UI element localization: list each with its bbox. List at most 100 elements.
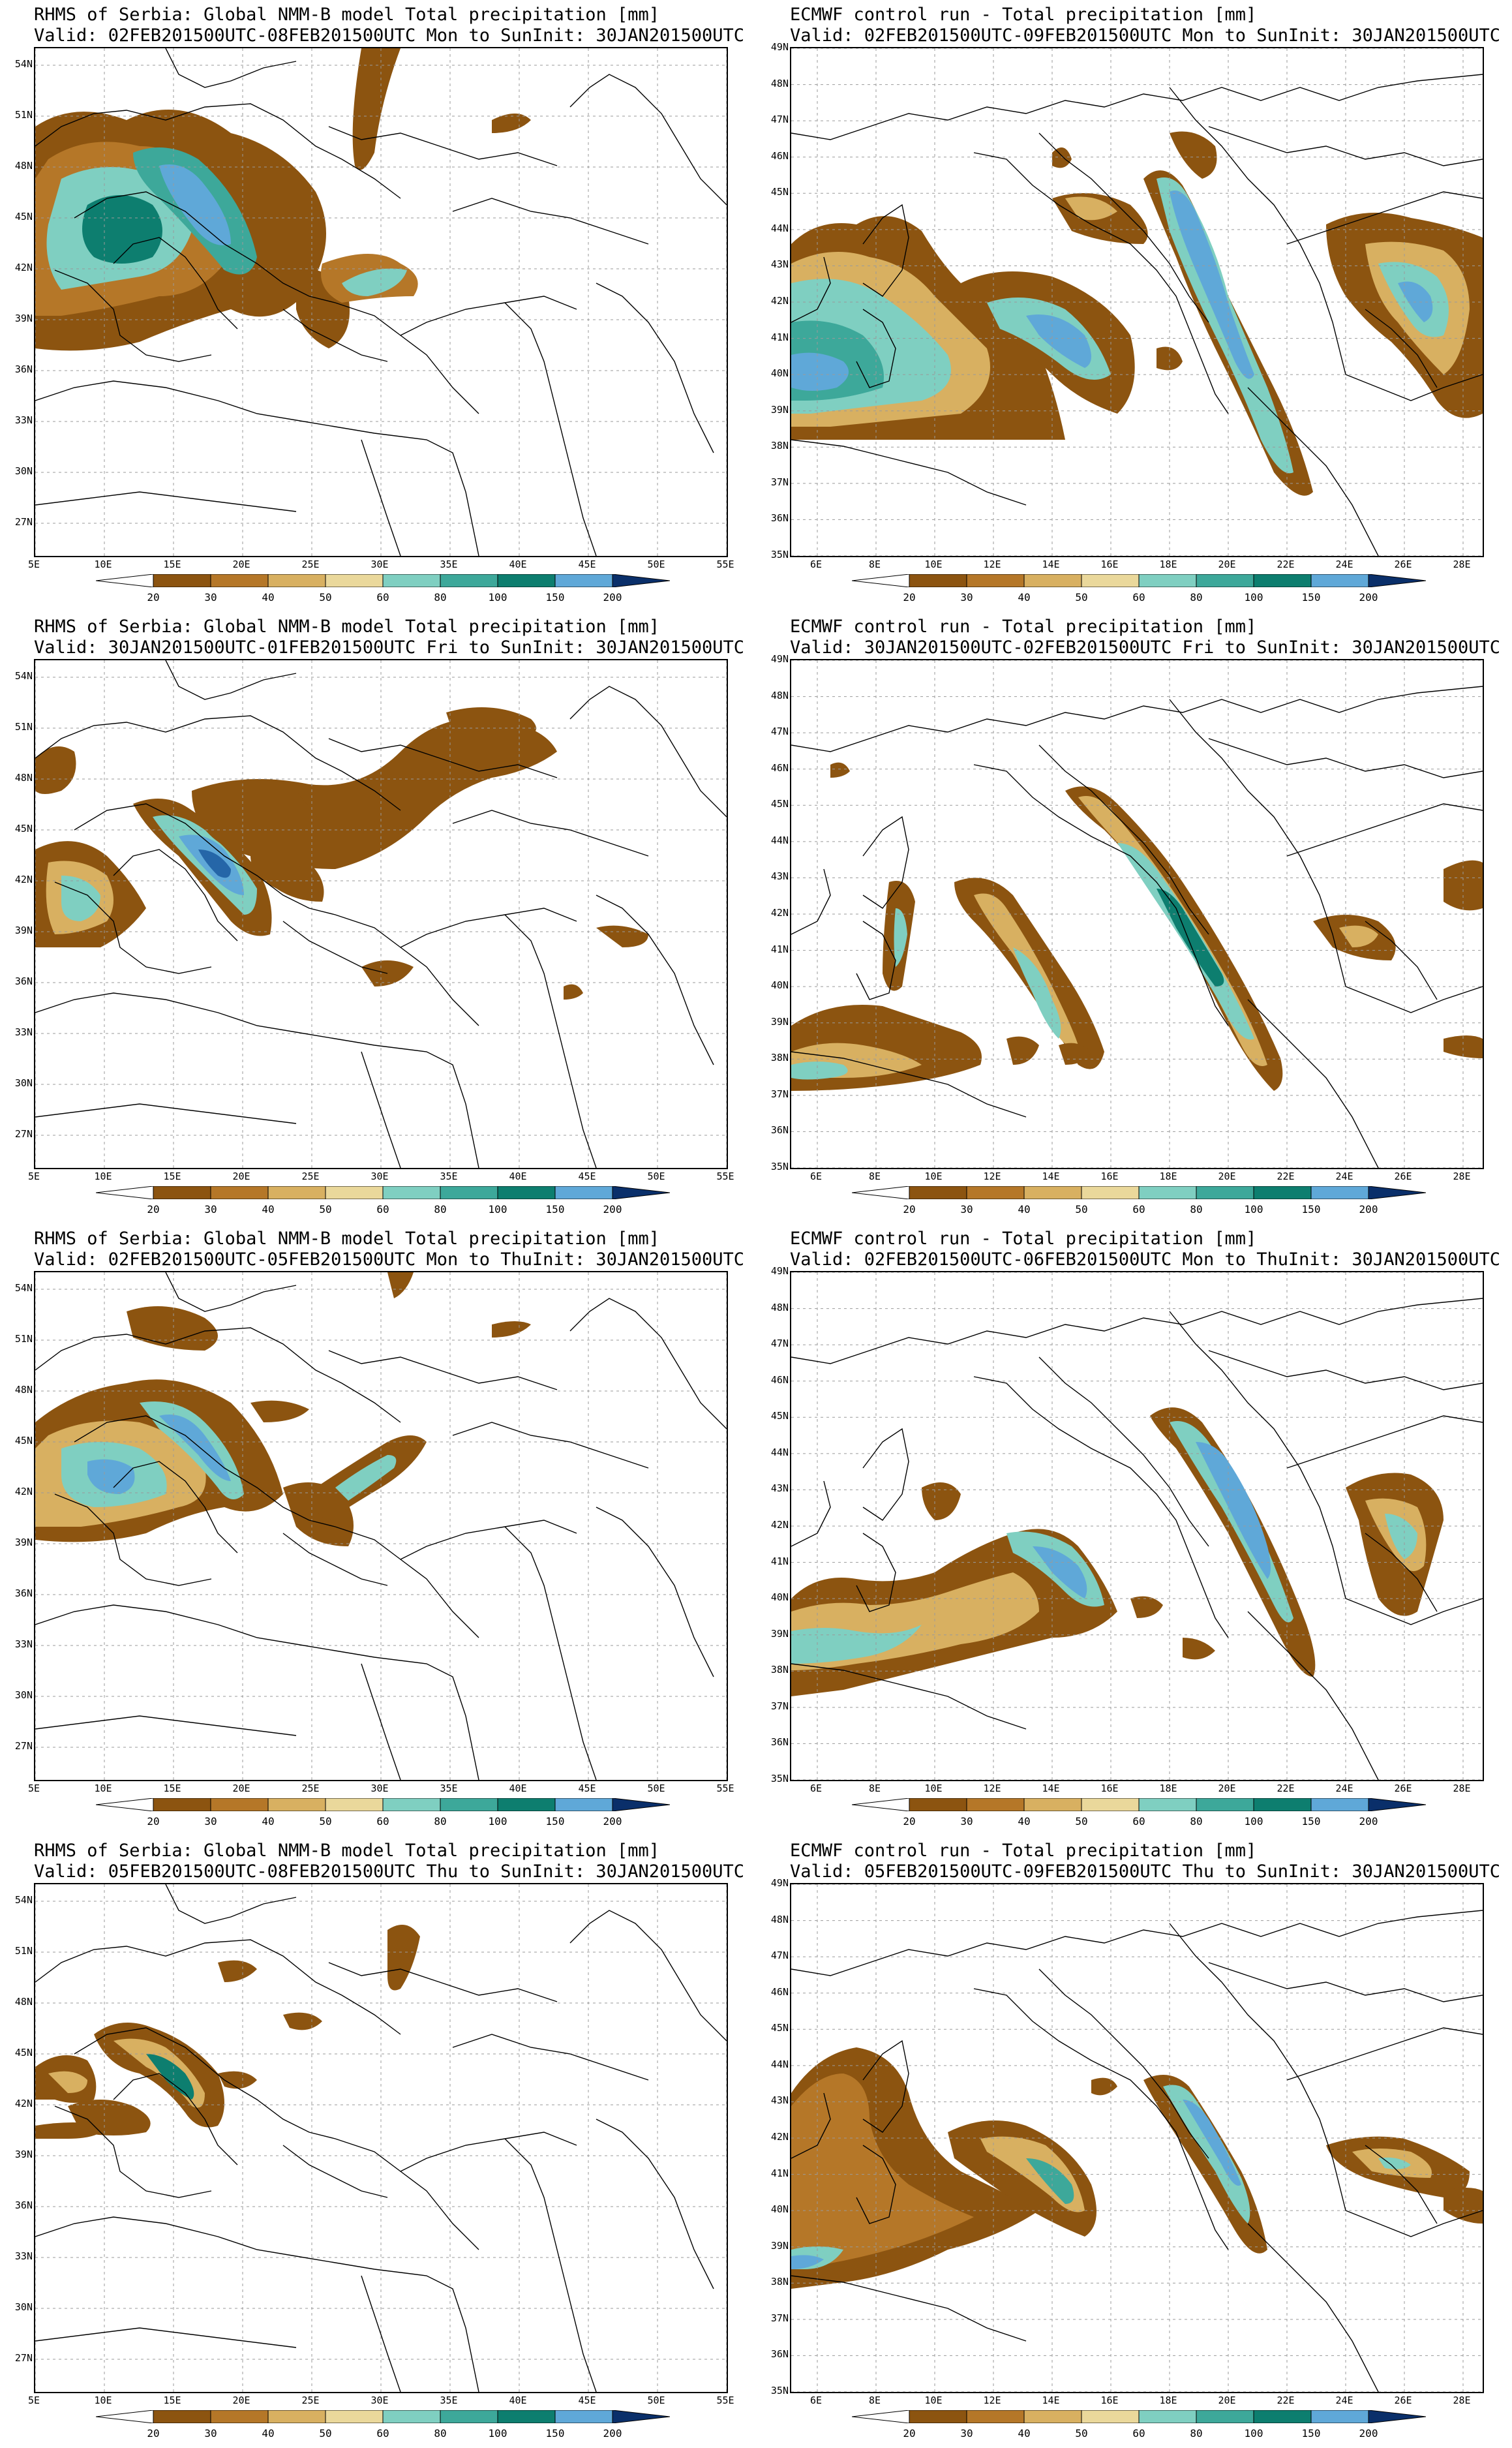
lat-tick-label: 37N	[770, 2312, 789, 2324]
coastline	[1247, 387, 1379, 556]
colorbar-level-label: 40	[1018, 2427, 1031, 2440]
lon-tick-label: 10E	[924, 1170, 943, 1182]
coastline	[361, 1663, 401, 1780]
colorbar-svg	[851, 1186, 1427, 1200]
colorbar	[851, 574, 1427, 588]
coastline	[361, 439, 401, 556]
lat-tick-label: 45N	[14, 823, 33, 834]
coastline	[569, 686, 727, 818]
lat-tick-label: 48N	[770, 1301, 789, 1313]
lat-tick-label: 40N	[770, 979, 789, 992]
lat-tick-label: 33N	[14, 1026, 33, 1038]
colorbar-level-label: 150	[545, 2427, 565, 2440]
lon-tick-label: 8E	[868, 558, 881, 570]
coastline	[361, 2275, 401, 2392]
map-svg	[35, 1884, 727, 2392]
coastline	[165, 660, 297, 700]
colorbar-level-label: 80	[1190, 591, 1203, 604]
lat-tick-label: 44N	[770, 834, 789, 846]
colorbar-swatch	[909, 2410, 967, 2424]
coastline	[452, 810, 649, 857]
lat-tick-label: 48N	[14, 160, 33, 172]
precip-area	[352, 48, 401, 170]
lon-tick-label: 10E	[94, 2394, 112, 2406]
coastline	[504, 2138, 597, 2392]
lon-tick-label: 10E	[94, 1170, 112, 1182]
coastline	[35, 2216, 479, 2392]
lat-tick-label: 30N	[14, 465, 33, 477]
coastline	[791, 868, 831, 935]
colorbar-level-label: 80	[434, 1203, 447, 1216]
colorbar-swatch	[440, 1186, 498, 1200]
panel-init-time: Init: 30JAN201500UTC	[532, 637, 744, 658]
lon-tick-label: 18E	[1159, 2394, 1177, 2406]
precip-area	[35, 2122, 107, 2139]
lat-tick-label: 46N	[770, 761, 789, 774]
map-svg	[791, 48, 1483, 556]
colorbar-swatch	[554, 574, 613, 588]
lon-tick-label: 14E	[1042, 1782, 1060, 1794]
coastline	[452, 198, 649, 245]
lon-tick-label: 20E	[1218, 558, 1236, 570]
colorbar-swatch	[153, 574, 211, 588]
colorbar-swatch	[95, 574, 154, 588]
panel-title: ECMWF control run - Total precipitation …	[790, 1841, 1257, 1861]
coastline	[596, 895, 714, 1065]
coastline	[35, 380, 479, 556]
coastline	[504, 302, 597, 556]
lon-tick-label: 12E	[983, 558, 1001, 570]
colorbar-level-label: 30	[204, 1203, 217, 1216]
lat-tick-label: 30N	[14, 1077, 33, 1089]
lon-tick-label: 6E	[809, 1782, 823, 1794]
map-area	[790, 47, 1484, 557]
lat-tick-label: 48N	[14, 1384, 33, 1396]
coastline	[1286, 2027, 1483, 2081]
coastline	[856, 2145, 896, 2224]
lat-tick-label: 49N	[770, 653, 789, 665]
coastline	[791, 686, 1483, 752]
lat-tick-label: 36N	[770, 512, 789, 525]
coastline	[862, 204, 909, 297]
lon-tick-label: 5E	[27, 558, 40, 570]
colorbar-level-label: 40	[262, 2427, 275, 2440]
colorbar-swatch	[1081, 1186, 1140, 1200]
coastline	[596, 1507, 714, 1677]
colorbar-swatch	[1081, 574, 1140, 588]
map-panel-ecmwf-week: ECMWF control run - Total precipitation …	[756, 0, 1512, 612]
colorbar-level-label: 60	[1132, 591, 1145, 604]
coastline	[1038, 1968, 1209, 2159]
lat-tick-label: 27N	[14, 2352, 33, 2364]
lon-tick-label: 22E	[1277, 1170, 1295, 1182]
lat-tick-label: 47N	[770, 1338, 789, 1350]
lon-tick-label: 40E	[509, 1782, 527, 1794]
colorbar-level-label: 60	[376, 2427, 389, 2440]
lat-tick-label: 35N	[770, 2385, 789, 2396]
lat-tick-label: 42N	[770, 907, 789, 919]
colorbar-swatch	[909, 574, 967, 588]
lat-tick-label: 45N	[14, 1435, 33, 1446]
lat-tick-label: 41N	[770, 2167, 789, 2179]
lat-tick-label: 48N	[14, 772, 33, 784]
colorbar-swatch	[1023, 1186, 1082, 1200]
lat-tick-label: 47N	[770, 114, 789, 126]
lon-tick-label: 8E	[868, 1170, 881, 1182]
lon-tick-label: 15E	[163, 1170, 181, 1182]
coastline	[74, 191, 479, 414]
lon-tick-label: 18E	[1159, 1782, 1177, 1794]
map-panel-nmm-mon-thu: RHMS of Serbia: Global NMM-B model Total…	[0, 1224, 756, 1836]
precip-area	[1006, 1036, 1039, 1065]
precip-area	[1163, 2085, 1250, 2224]
colorbar-swatch	[1310, 1798, 1369, 1812]
lon-tick-label: 10E	[924, 2394, 943, 2406]
colorbar-swatch	[95, 2410, 154, 2424]
precip-area	[87, 1459, 135, 1494]
colorbar-level-label: 60	[376, 1203, 389, 1216]
panel-init-time: Init: 30JAN201500UTC	[1288, 1249, 1500, 1270]
precip-area	[218, 1960, 257, 1982]
panel-title: RHMS of Serbia: Global NMM-B model Total…	[34, 5, 660, 25]
coastline	[862, 1428, 909, 1521]
coastline	[282, 921, 388, 974]
lat-tick-label: 40N	[770, 367, 789, 380]
colorbar-level-label: 30	[204, 2427, 217, 2440]
lon-tick-label: 35E	[440, 1170, 458, 1182]
